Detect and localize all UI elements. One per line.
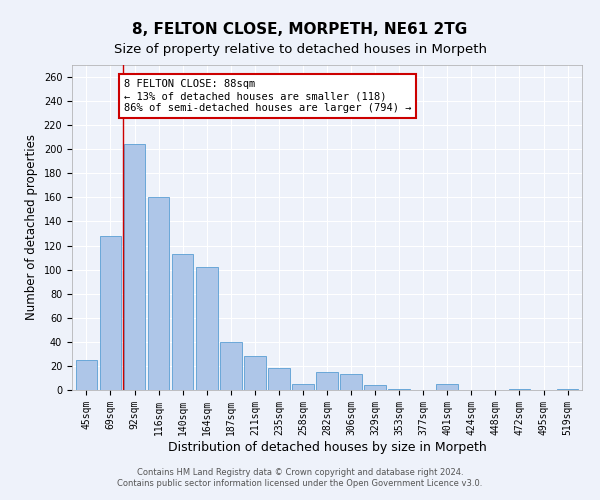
Text: 8 FELTON CLOSE: 88sqm
← 13% of detached houses are smaller (118)
86% of semi-det: 8 FELTON CLOSE: 88sqm ← 13% of detached …	[124, 80, 411, 112]
Text: Size of property relative to detached houses in Morpeth: Size of property relative to detached ho…	[113, 42, 487, 56]
Bar	[436, 384, 458, 390]
Bar	[76, 360, 97, 390]
Bar	[220, 342, 242, 390]
Bar	[148, 198, 169, 390]
Bar	[100, 236, 121, 390]
Bar	[292, 384, 314, 390]
Bar	[316, 372, 338, 390]
Text: 8, FELTON CLOSE, MORPETH, NE61 2TG: 8, FELTON CLOSE, MORPETH, NE61 2TG	[133, 22, 467, 38]
Bar	[340, 374, 362, 390]
Bar	[124, 144, 145, 390]
X-axis label: Distribution of detached houses by size in Morpeth: Distribution of detached houses by size …	[167, 440, 487, 454]
Bar	[244, 356, 266, 390]
Bar	[509, 389, 530, 390]
Bar	[172, 254, 193, 390]
Bar	[364, 385, 386, 390]
Bar	[196, 267, 218, 390]
Bar	[388, 389, 410, 390]
Bar	[268, 368, 290, 390]
Y-axis label: Number of detached properties: Number of detached properties	[25, 134, 38, 320]
Text: Contains HM Land Registry data © Crown copyright and database right 2024.
Contai: Contains HM Land Registry data © Crown c…	[118, 468, 482, 487]
Bar	[557, 389, 578, 390]
